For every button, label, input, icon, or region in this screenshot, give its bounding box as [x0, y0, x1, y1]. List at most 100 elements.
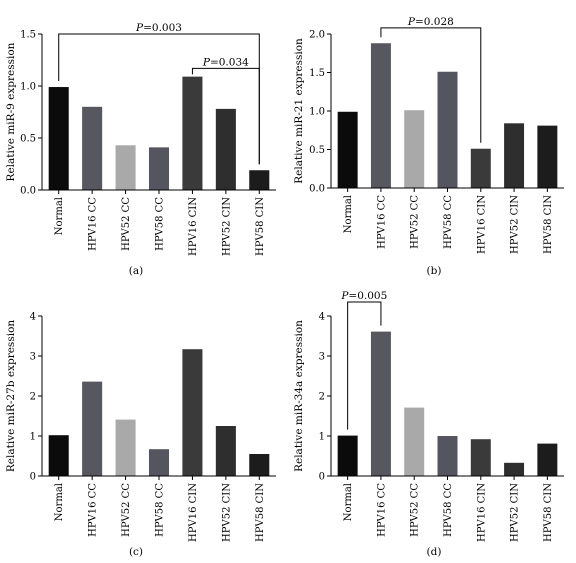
p-value: =0.005 [348, 290, 387, 302]
bar [82, 381, 103, 476]
bar-chart-svg: 0.0 0.5 1.0 1.5 Normal HPV16 CC HPV52 CC HPV58 … [5, 22, 276, 277]
chart-panel-a: 0.0 0.5 1.0 1.5 Normal HPV16 CC HPV52 CC HPV58 … [0, 0, 288, 282]
x-tick-label: HPV58 CC [443, 483, 454, 537]
p-symbol: P [202, 56, 211, 68]
bar [504, 123, 525, 188]
x-tick-label: HPV52 CIN [510, 195, 521, 254]
bar [504, 462, 525, 476]
bar [249, 454, 270, 476]
y-axis-label: Relative miR-21 expression [293, 38, 305, 184]
x-tick-label: HPV16 CC [88, 483, 99, 537]
x-tick-label: HPV58 CIN [255, 197, 266, 256]
x-tick-label: HPV52 CC [410, 483, 421, 537]
y-tick-label: 0.5 [20, 134, 36, 145]
x-tick-label: HPV58 CC [155, 197, 166, 251]
x-tick-label: HPV16 CIN [476, 195, 487, 254]
bar [82, 106, 103, 190]
x-tick-label: HPV52 CIN [221, 483, 232, 542]
significance-label: P=0.034 [202, 56, 249, 68]
bar [337, 435, 358, 476]
bar-chart-svg: 0.0 0.5 1.0 1.5 2.0 Normal HPV16 CC HPV52 CC HPV… [293, 16, 564, 277]
p-symbol: P [407, 16, 416, 28]
bar [337, 111, 358, 188]
x-tick-label: Normal [54, 197, 65, 235]
bar [437, 71, 458, 188]
bar [48, 435, 69, 476]
y-tick-label: 1.5 [309, 68, 325, 79]
bar [404, 110, 425, 188]
y-tick-label: 1.0 [309, 107, 325, 118]
y-axis-label: Relative miR-27b expression [5, 320, 17, 473]
x-tick-label: Normal [343, 483, 354, 521]
bar [182, 76, 203, 190]
bar [148, 449, 170, 476]
p-symbol: P [135, 22, 144, 34]
significance-bracket [191, 67, 260, 165]
x-tick-label: HPV52 CC [121, 483, 132, 537]
y-tick-label: 1 [30, 432, 36, 443]
y-tick-label: 4 [30, 312, 36, 323]
significance-label: P=0.028 [407, 16, 454, 28]
panel-caption: (a) [129, 265, 143, 277]
x-tick-label: HPV16 CIN [188, 483, 199, 542]
bar [182, 349, 203, 476]
panel-caption: (c) [129, 546, 143, 558]
p-value: =0.034 [210, 56, 249, 68]
chart-panel-c: 0 1 2 3 4 Normal HPV16 CC HPV52 CC HPV58 CC HPV16… [0, 282, 288, 563]
p-symbol: P [340, 290, 349, 302]
x-tick-label: HPV16 CIN [476, 483, 487, 542]
y-tick-label: 4 [319, 312, 325, 323]
bar [48, 87, 69, 190]
y-axis-label: Relative miR-34a expression [293, 320, 305, 472]
y-tick-label: 0.5 [309, 145, 325, 156]
y-tick-label: 0.0 [309, 184, 325, 195]
bar [470, 148, 491, 188]
significance-label: P=0.003 [135, 22, 182, 34]
bar [115, 419, 136, 476]
bar [148, 147, 170, 190]
y-tick-label: 2.0 [309, 30, 325, 41]
x-tick-label: HPV16 CC [88, 197, 99, 251]
bar-chart-svg: 0 1 2 3 4 Normal HPV16 CC HPV52 CC HPV58 CC HPV16… [293, 290, 564, 558]
p-value: =0.028 [415, 16, 454, 28]
y-axis-label: Relative miR-9 expression [5, 42, 17, 181]
significance-bracket [380, 27, 482, 143]
bar-chart-svg: 0 1 2 3 4 Normal HPV16 CC HPV52 CC HPV58 CC HPV16… [5, 312, 276, 558]
significance-label: P=0.005 [340, 290, 387, 302]
y-tick-label: 2 [319, 392, 325, 403]
y-tick-label: 2 [30, 392, 36, 403]
chart-panel-b: 0.0 0.5 1.0 1.5 2.0 Normal HPV16 CC HPV52 CC HPV… [288, 0, 576, 282]
bar [470, 439, 491, 476]
bar [370, 331, 391, 476]
y-tick-label: 1 [319, 432, 325, 443]
x-tick-label: HPV58 CC [155, 483, 166, 537]
x-tick-label: HPV16 CC [376, 483, 387, 537]
x-tick-label: HPV52 CC [410, 195, 421, 249]
bar [404, 407, 425, 476]
x-tick-label: HPV52 CC [121, 197, 132, 251]
bar [249, 170, 270, 190]
y-tick-label: 0.0 [20, 186, 36, 197]
x-tick-label: HPV58 CIN [255, 483, 266, 542]
x-tick-label: HPV58 CC [443, 195, 454, 249]
y-tick-label: 3 [319, 352, 325, 363]
y-tick-label: 3 [30, 352, 36, 363]
x-tick-label: HPV58 CIN [543, 195, 554, 254]
bar [537, 125, 558, 188]
y-tick-label: 1.0 [20, 82, 36, 93]
y-tick-label: 1.5 [20, 30, 36, 41]
p-value: =0.003 [143, 22, 182, 34]
significance-bracket [347, 301, 382, 430]
panel-caption: (d) [427, 546, 442, 558]
x-tick-label: HPV16 CIN [188, 197, 199, 256]
bar [370, 43, 391, 188]
bar [437, 436, 458, 476]
chart-panel-d: 0 1 2 3 4 Normal HPV16 CC HPV52 CC HPV58 CC HPV16… [288, 282, 576, 563]
bar [215, 108, 236, 190]
bar [115, 145, 136, 190]
x-tick-label: HPV16 CC [376, 195, 387, 249]
x-tick-label: Normal [54, 483, 65, 521]
x-tick-label: Normal [343, 195, 354, 233]
x-tick-label: HPV58 CIN [543, 483, 554, 542]
x-tick-label: HPV52 CIN [510, 483, 521, 542]
